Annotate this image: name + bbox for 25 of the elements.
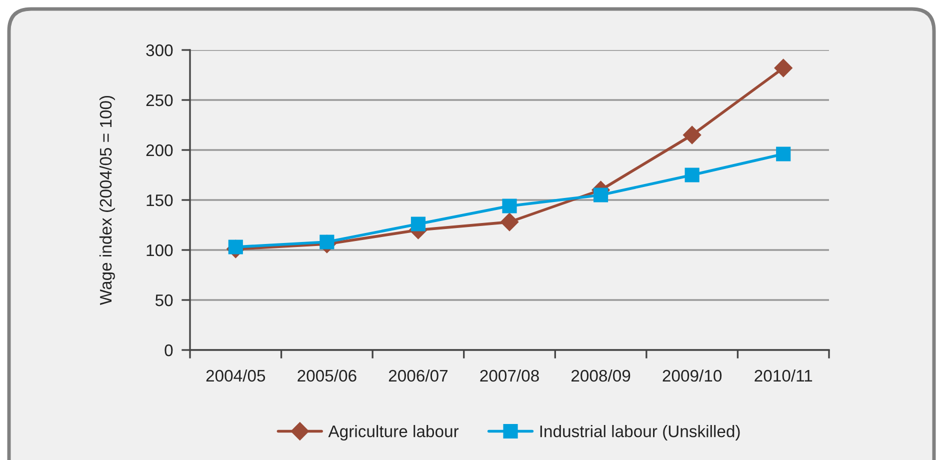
y-tick-label: 150 bbox=[146, 194, 173, 206]
y-tick-label: 50 bbox=[155, 294, 173, 306]
y-tick-label: 250 bbox=[146, 94, 173, 106]
point bbox=[776, 146, 791, 162]
y-tick-label: 0 bbox=[164, 344, 173, 356]
x-tick-label: 2008/09 bbox=[572, 369, 630, 382]
point bbox=[500, 212, 519, 232]
y-tick-label: 100 bbox=[146, 244, 173, 256]
point bbox=[502, 198, 517, 214]
point bbox=[684, 168, 700, 182]
y-tick-label: 300 bbox=[146, 44, 173, 56]
point bbox=[410, 216, 426, 232]
legend-label: Agriculture labour bbox=[328, 425, 459, 441]
point bbox=[774, 58, 792, 78]
y-axis-title: Wage index (2004/05 = 100) bbox=[99, 96, 115, 306]
x-tick-label: 2006/07 bbox=[388, 369, 448, 382]
point bbox=[593, 188, 608, 202]
x-tick-label: 2010/11 bbox=[754, 369, 812, 382]
x-tick-label: 2007/08 bbox=[480, 369, 539, 382]
point bbox=[683, 126, 702, 144]
legend-label: Industrial labour (Unskilled) bbox=[540, 425, 740, 441]
x-tick-label: 2004/05 bbox=[206, 369, 266, 382]
y-tick-label: 200 bbox=[146, 144, 173, 156]
x-tick-label: 2005/06 bbox=[298, 369, 356, 382]
x-tick-label: 2009/10 bbox=[662, 369, 722, 382]
